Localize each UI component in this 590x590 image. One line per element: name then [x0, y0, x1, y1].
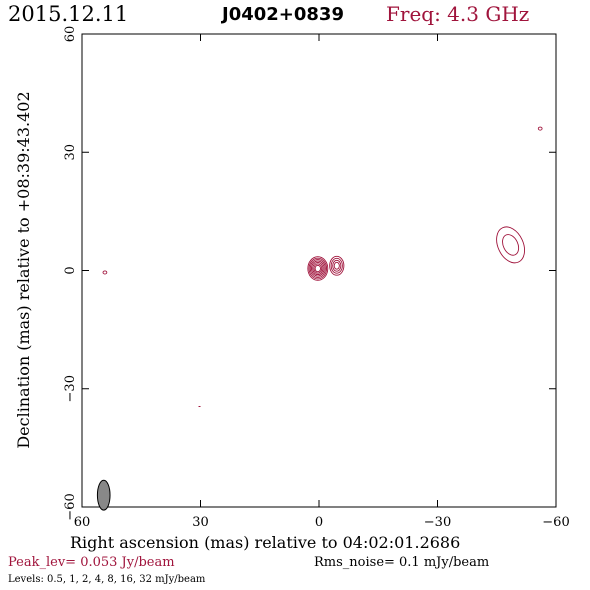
- contour-level: [311, 260, 325, 277]
- contour-level: [330, 257, 343, 274]
- plot-frame: [81, 33, 557, 508]
- frequency-label: Freq: 4.3 GHz: [386, 2, 530, 26]
- x-axis-label: Right ascension (mas) relative to 04:02:…: [70, 533, 461, 552]
- observation-date: 2015.12.11: [8, 2, 129, 26]
- contour-level: [313, 263, 323, 274]
- contour-level: [312, 261, 324, 276]
- y-tick-label: 0: [63, 266, 78, 274]
- y-tick-label: 60: [63, 26, 78, 43]
- y-axis-label: Declination (mas) relative to +08:39:43.…: [14, 91, 33, 449]
- source-name: J0402+0839: [222, 4, 344, 25]
- contour-level: [537, 126, 543, 131]
- x-tick-label: −30: [424, 515, 451, 530]
- x-tick-label: 30: [192, 515, 209, 530]
- x-tick-label: −60: [542, 515, 569, 530]
- rms-noise: Rms_noise= 0.1 mJy/beam: [314, 555, 490, 570]
- contour-levels: Levels: 0.5, 1, 2, 4, 8, 16, 32 mJy/beam: [8, 574, 206, 585]
- contour-level: [329, 255, 345, 276]
- contour-level: [496, 226, 525, 264]
- beam-ellipse: [96, 479, 111, 511]
- contour-level: [308, 257, 328, 280]
- contour-level: [314, 264, 321, 273]
- y-tick-label: −60: [63, 493, 78, 520]
- y-tick-label: 30: [63, 144, 78, 161]
- contour-level: [102, 270, 108, 275]
- contour-level: [307, 256, 329, 281]
- y-tick-label: −30: [63, 375, 78, 402]
- peak-level: Peak_lev= 0.053 Jy/beam: [8, 555, 175, 570]
- contour-level: [333, 261, 340, 270]
- contour-level: [332, 259, 342, 272]
- x-tick-label: 0: [315, 515, 323, 530]
- contour-level: [309, 259, 326, 278]
- x-tick-label: 60: [74, 515, 91, 530]
- contour-level: [502, 234, 520, 256]
